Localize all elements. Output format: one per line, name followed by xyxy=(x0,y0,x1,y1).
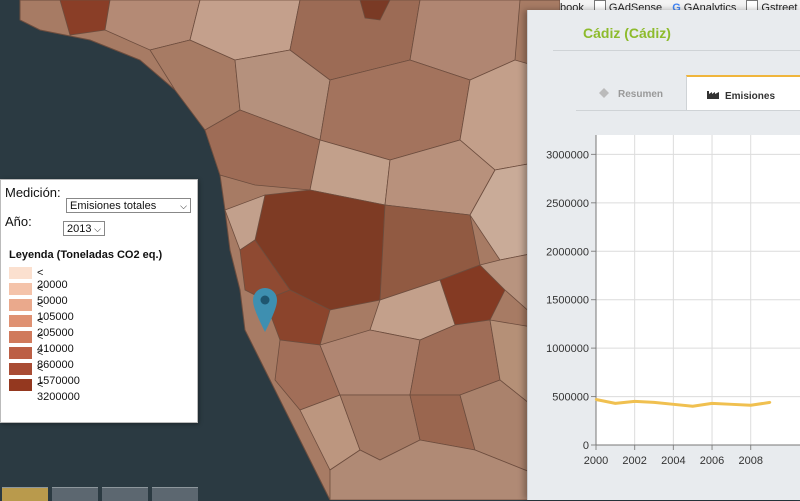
year-label: Año: xyxy=(5,214,32,229)
legend-swatch xyxy=(9,331,32,343)
taskbar-button[interactable] xyxy=(102,487,148,501)
data-point xyxy=(594,398,598,401)
taskbar-button[interactable] xyxy=(52,487,98,501)
legend-label: < 1570000 xyxy=(37,363,80,387)
legend-panel: Medición: Emisiones totales ⌵ Año: 2013 … xyxy=(0,179,198,423)
y-tick-label: 500000 xyxy=(552,392,589,404)
legend-swatch xyxy=(9,363,32,375)
legend-swatch xyxy=(9,379,32,391)
legend-label: < 410000 xyxy=(37,331,74,355)
legend-swatch xyxy=(9,283,32,295)
legend-swatch xyxy=(9,315,32,327)
divider xyxy=(576,110,800,111)
data-point xyxy=(614,402,617,405)
y-tick-label: 2500000 xyxy=(546,198,589,210)
measure-label: Medición: xyxy=(5,185,61,200)
map-pin-icon[interactable] xyxy=(253,288,277,332)
data-point xyxy=(710,402,714,405)
legend-label: < 860000 xyxy=(37,347,74,371)
data-point xyxy=(672,403,675,406)
legend-title: Leyenda (Toneladas CO2 eq.) xyxy=(9,249,163,261)
x-tick-label: 2006 xyxy=(700,455,724,467)
series-line xyxy=(595,397,771,408)
data-point xyxy=(691,405,694,408)
x-tick-label: 2002 xyxy=(622,455,646,467)
divider xyxy=(553,50,800,51)
plot-area xyxy=(596,135,800,445)
legend-label: < 50000 xyxy=(37,283,68,307)
legend-swatch xyxy=(9,347,32,359)
year-value: 2013 xyxy=(67,223,92,235)
chevron-down-icon: ⌵ xyxy=(180,201,187,211)
tab-resumen[interactable]: Resumen xyxy=(576,75,686,111)
legend-swatch xyxy=(9,299,32,311)
folder-icon[interactable] xyxy=(2,487,48,501)
taskbar-button[interactable] xyxy=(152,487,198,501)
y-tick-label: 1500000 xyxy=(546,295,589,307)
data-point xyxy=(749,404,752,407)
data-point xyxy=(730,403,733,406)
data-point xyxy=(768,401,772,404)
legend-label: < 105000 xyxy=(37,299,74,323)
data-point xyxy=(633,400,636,403)
data-point xyxy=(652,401,656,404)
chevron-down-icon: ⌵ xyxy=(94,224,101,234)
emissions-chart: 3000000 2500000 2000000 1500000 1000000 50000… xyxy=(546,135,800,467)
google-icon: G xyxy=(672,2,681,14)
year-select[interactable]: 2013 ⌵ xyxy=(63,221,105,236)
tab-emisiones[interactable]: Emisiones xyxy=(686,75,800,111)
panel-title: Cádiz (Cádiz) xyxy=(583,25,671,41)
x-tick-label: 2008 xyxy=(738,455,762,467)
x-tick-label: 2000 xyxy=(584,455,608,467)
y-tick-label: 3000000 xyxy=(546,149,589,161)
tab-label: Resumen xyxy=(618,89,664,100)
legend-label: < 205000 xyxy=(37,315,74,339)
taskbar xyxy=(0,487,200,501)
tab-label: Emisiones xyxy=(725,91,776,102)
y-tick-label: 2000000 xyxy=(546,246,589,258)
y-tick-label: 1000000 xyxy=(546,343,589,355)
municipalities xyxy=(59,0,551,500)
legend-label: < 20000 xyxy=(37,267,68,291)
legend-swatch xyxy=(9,267,32,279)
legend-label: < 3200000 xyxy=(37,379,80,403)
details-panel: Cádiz (Cádiz) Resumen Emisiones 3000000 2… xyxy=(527,10,800,500)
measure-value: Emisiones totales xyxy=(70,200,157,212)
measure-select[interactable]: Emisiones totales ⌵ xyxy=(66,198,191,213)
y-tick-label: 0 xyxy=(583,440,589,452)
x-tick-label: 2004 xyxy=(661,455,685,467)
factory-icon xyxy=(707,91,719,99)
summary-icon xyxy=(599,88,609,98)
